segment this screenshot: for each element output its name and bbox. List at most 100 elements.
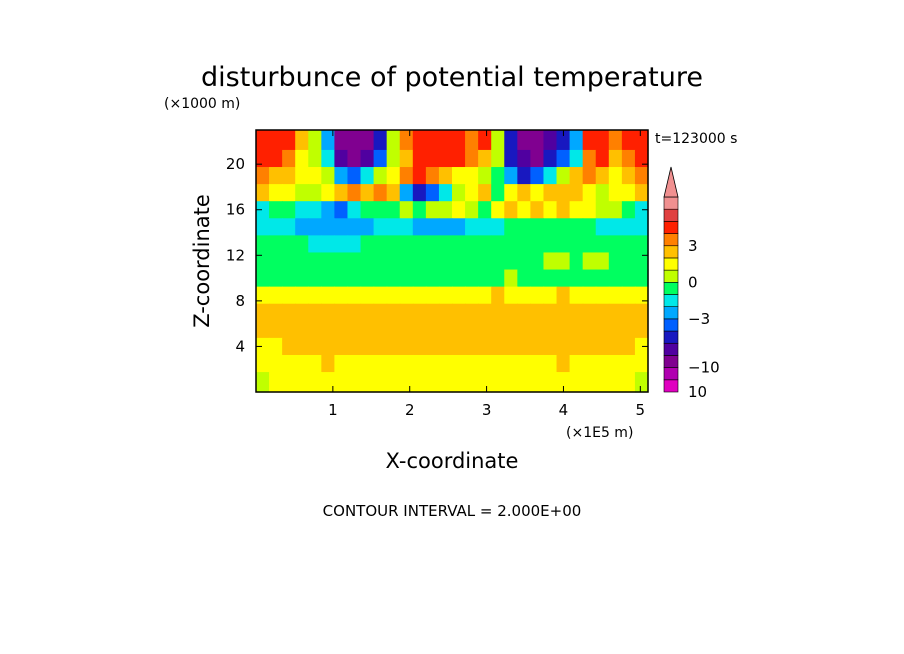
- heatmap-cell: [491, 201, 505, 219]
- heatmap-cell: [556, 201, 571, 219]
- heatmap-cell: [478, 149, 492, 168]
- heatmap-cell: [256, 201, 270, 219]
- heatmap-cell: [334, 167, 349, 185]
- heatmap-cell: [582, 269, 597, 288]
- heatmap-cell: [608, 320, 623, 339]
- colorbar-segment: [663, 367, 679, 381]
- heatmap-cell: [517, 201, 531, 219]
- heatmap-cell: [478, 252, 492, 271]
- heatmap-cell: [425, 372, 440, 393]
- heatmap-cell: [491, 218, 505, 236]
- heatmap-cell: [321, 218, 335, 236]
- heatmap-cell: [452, 354, 466, 373]
- x-tick-label: 3: [482, 401, 492, 419]
- heatmap-cell: [347, 130, 362, 151]
- heatmap-cell: [373, 303, 388, 322]
- heatmap-cell: [269, 252, 283, 271]
- heatmap-cell: [360, 320, 375, 339]
- heatmap-cell: [556, 235, 571, 254]
- heatmap-cell: [425, 286, 440, 305]
- heatmap-cell: [269, 201, 283, 219]
- heatmap-cell: [465, 286, 479, 305]
- heatmap-cell: [608, 167, 623, 185]
- heatmap-cell: [269, 218, 283, 236]
- heatmap-cell: [452, 269, 466, 288]
- heatmap-cell: [269, 337, 283, 356]
- heatmap-cell: [452, 130, 466, 151]
- heatmap-cell: [399, 337, 414, 356]
- heatmap-cell: [608, 372, 623, 393]
- x-tick-label: 4: [559, 401, 569, 419]
- heatmap-cell: [282, 303, 296, 322]
- colorbar-segment: [663, 306, 679, 320]
- heatmap-cell: [543, 184, 558, 202]
- heatmap-cell: [621, 354, 636, 373]
- heatmap-field: [256, 130, 649, 393]
- heatmap-cell: [595, 184, 610, 202]
- heatmap-cell: [334, 184, 349, 202]
- heatmap-cell: [438, 320, 453, 339]
- heatmap-cell: [452, 252, 466, 271]
- heatmap-cell: [295, 218, 309, 236]
- heatmap-cell: [308, 320, 322, 339]
- heatmap-cell: [530, 218, 545, 236]
- heatmap-cell: [543, 320, 558, 339]
- heatmap-cell: [269, 269, 283, 288]
- heatmap-cell: [269, 167, 283, 185]
- heatmap-cell: [634, 269, 649, 288]
- heatmap-cell: [425, 252, 440, 271]
- heatmap-cell: [556, 167, 571, 185]
- heatmap-cell: [438, 252, 453, 271]
- heatmap-cell: [399, 184, 414, 202]
- heatmap-cell: [595, 235, 610, 254]
- heatmap-cell: [504, 337, 518, 356]
- heatmap-cell: [360, 235, 375, 254]
- heatmap-cell: [530, 252, 545, 271]
- heatmap-cell: [634, 286, 649, 305]
- heatmap-cell: [569, 184, 584, 202]
- heatmap-cell: [360, 201, 375, 219]
- heatmap-cell: [491, 269, 505, 288]
- heatmap-cell: [282, 218, 296, 236]
- heatmap-cell: [295, 372, 309, 393]
- heatmap-cell: [256, 303, 270, 322]
- heatmap-cell: [517, 286, 531, 305]
- colorbar-segment: [663, 269, 679, 283]
- y-unit-label: (×1000 m): [164, 96, 240, 112]
- heatmap-cell: [556, 218, 571, 236]
- heatmap-cell: [465, 269, 479, 288]
- heatmap-cell: [412, 286, 427, 305]
- heatmap-cell: [569, 130, 584, 151]
- heatmap-cell: [634, 372, 649, 393]
- heatmap-cell: [256, 354, 270, 373]
- heatmap-cell: [569, 286, 584, 305]
- heatmap-cell: [256, 235, 270, 254]
- heatmap-cell: [412, 235, 427, 254]
- heatmap-cell: [308, 303, 322, 322]
- heatmap-cell: [256, 269, 270, 288]
- colorbar-segment: [663, 342, 679, 356]
- heatmap-cell: [282, 149, 296, 168]
- heatmap-cell: [543, 235, 558, 254]
- heatmap-cell: [582, 184, 597, 202]
- heatmap-cell: [269, 303, 283, 322]
- heatmap-cell: [321, 235, 335, 254]
- heatmap-cell: [530, 235, 545, 254]
- heatmap-cell: [373, 218, 388, 236]
- heatmap-cell: [295, 354, 309, 373]
- heatmap-cell: [347, 337, 362, 356]
- heatmap-cell: [491, 372, 505, 393]
- heatmap-cell: [373, 235, 388, 254]
- heatmap-cell: [399, 354, 414, 373]
- heatmap-cell: [282, 184, 296, 202]
- heatmap-cell: [504, 286, 518, 305]
- colorbar-tick-label: 0: [688, 273, 698, 291]
- heatmap-cell: [621, 149, 636, 168]
- heatmap-cell: [582, 218, 597, 236]
- heatmap-cell: [308, 130, 322, 151]
- heatmap-cell: [452, 184, 466, 202]
- heatmap-cell: [491, 149, 505, 168]
- heatmap-cell: [595, 149, 610, 168]
- heatmap-cell: [334, 252, 349, 271]
- heatmap-cell: [295, 320, 309, 339]
